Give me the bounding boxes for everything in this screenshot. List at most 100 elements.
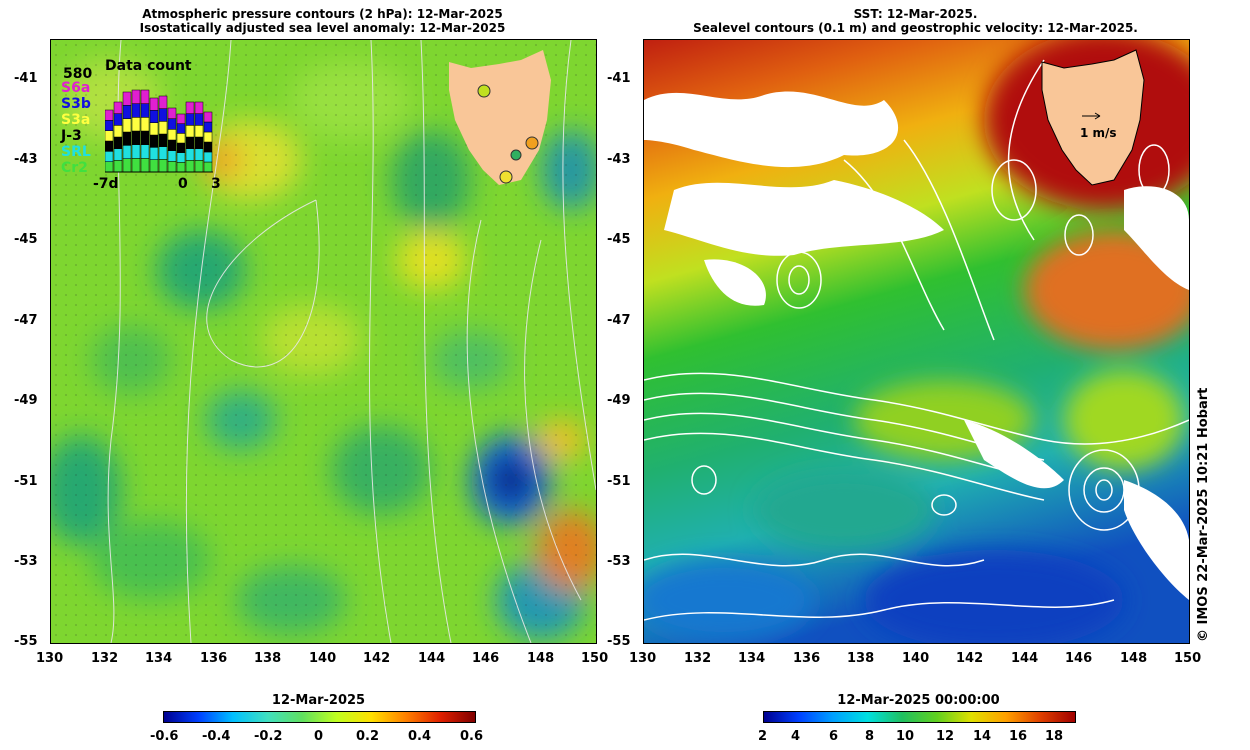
inset-bar-segment — [105, 151, 114, 162]
inset-bar-segment — [158, 108, 168, 122]
inset-bar-segment — [203, 111, 213, 123]
inset-bar-segment — [176, 152, 186, 163]
inset-bar-segment — [140, 144, 150, 159]
inset-bar-segment — [185, 136, 195, 149]
inset-bar-segment — [185, 125, 195, 138]
sst-cbar-tick-2: 6 — [829, 729, 839, 744]
inset-bar-segment — [131, 89, 141, 104]
left-title: Atmospheric pressure contours (2 hPa): 1… — [50, 7, 595, 35]
inset-bar-segment — [167, 118, 177, 130]
inset-bar-segment — [194, 101, 204, 114]
tasmania-land-sst — [1041, 49, 1145, 186]
inset-bar-segment — [176, 133, 186, 144]
inset-bar-segment — [194, 136, 204, 149]
right-title: SST: 12-Mar-2025. Sealevel contours (0.1… — [643, 7, 1188, 35]
inset-bar-segment — [194, 160, 204, 173]
inset-bar-segment — [105, 161, 114, 173]
sst-cbar-tick-6: 14 — [973, 729, 992, 744]
inset-bar-segment — [203, 121, 213, 133]
lon-tick-134: 134 — [145, 651, 173, 666]
inset-bar-segment — [203, 161, 213, 173]
inset-mission-cr2: Cr2 — [61, 160, 88, 176]
inset-bar-segment — [113, 101, 123, 114]
inset-bar-segment — [140, 158, 150, 173]
lon-tick-136: 136 — [200, 651, 228, 666]
inset-bar-segment — [203, 151, 213, 163]
inset-bar-segment — [194, 125, 204, 138]
inset-bar-segment — [185, 160, 195, 173]
lon-tick-130: 130 — [36, 651, 64, 666]
lon-tick-138: 138 — [254, 651, 282, 666]
lon-tick-150: 150 — [581, 651, 609, 666]
lon-tick-144-r: 144 — [1011, 651, 1039, 666]
inset-bar-segment — [167, 150, 177, 162]
sla-cbar-tick-2: -0.2 — [254, 729, 283, 744]
inset-bar-segment — [176, 123, 186, 134]
inset-bar-segment — [140, 117, 150, 132]
inset-bar-segment — [131, 158, 141, 173]
velocity-scale-label: 1 m/s — [1080, 126, 1117, 140]
lon-tick-148: 148 — [527, 651, 555, 666]
lon-tick-132-r: 132 — [684, 651, 712, 666]
inset-xlabel-start: -7d — [93, 176, 119, 192]
sla-cbar-tick-6: 0.6 — [460, 729, 484, 744]
inset-bar-segment — [105, 120, 114, 131]
inset-bar-segment — [167, 161, 177, 173]
inset-bar-segment — [158, 133, 168, 147]
lat-tick-43: -43 — [14, 152, 38, 167]
imos-credit: © IMOS 22-Mar-2025 10:21 Hobart — [1196, 387, 1211, 642]
inset-bar-segment — [167, 129, 177, 141]
inset-mission-srl: SRL — [61, 144, 91, 160]
lon-tick-140: 140 — [309, 651, 337, 666]
sst-cbar-tick-4: 10 — [896, 729, 915, 744]
inset-bar-segment — [185, 101, 195, 114]
lat-tick-49: -49 — [14, 393, 38, 408]
lat-tick-41: -41 — [14, 71, 38, 86]
lon-tick-142: 142 — [363, 651, 391, 666]
inset-bar-segment — [158, 159, 168, 173]
sst-colorbar — [763, 711, 1076, 723]
sla-cbar-tick-1: -0.4 — [202, 729, 231, 744]
left-title-line2: Isostatically adjusted sea level anomaly… — [139, 21, 506, 35]
lon-tick-146: 146 — [472, 651, 500, 666]
inset-mission-s3b: S3b — [61, 96, 91, 112]
inset-bar-segment — [149, 134, 159, 148]
inset-bar-segment — [122, 131, 132, 146]
lon-tick-132: 132 — [91, 651, 119, 666]
inset-bar-segment — [122, 158, 132, 173]
inset-title: Data count — [105, 58, 192, 74]
inset-bar-segment — [122, 91, 132, 106]
inset-bar-segment — [105, 130, 114, 142]
lat-tick-45: -45 — [14, 232, 38, 247]
inset-bar-segment — [149, 159, 159, 173]
inset-bar-segment — [149, 97, 159, 111]
inset-mission-j3: J-3 — [61, 128, 82, 144]
lon-tick-140-r: 140 — [902, 651, 930, 666]
lon-tick-146-r: 146 — [1065, 651, 1093, 666]
lat-tick-43-r: -43 — [607, 152, 631, 167]
inset-bar-segment — [122, 145, 132, 159]
inset-bar-segment — [140, 89, 150, 104]
lon-tick-138-r: 138 — [847, 651, 875, 666]
lon-tick-136-r: 136 — [793, 651, 821, 666]
inset-bar-segment — [113, 125, 123, 138]
inset-bar-segment — [113, 148, 123, 161]
sst-cbar-tick-0: 2 — [758, 729, 768, 744]
inset-bar-segment — [105, 109, 114, 121]
inset-mission-s3a: S3a — [61, 112, 91, 128]
inset-bar-segment — [158, 121, 168, 135]
left-title-line1: Atmospheric pressure contours (2 hPa): 1… — [142, 7, 503, 21]
inset-bar-chart — [105, 89, 213, 173]
inset-bar-segment — [167, 139, 177, 151]
sla-colorbar — [163, 711, 476, 723]
inset-bar-segment — [185, 113, 195, 126]
lat-tick-53: -53 — [14, 554, 38, 569]
inset-bar-segment — [113, 113, 123, 126]
sst-map-field — [644, 40, 1189, 643]
inset-mission-s6a: S6a — [61, 80, 91, 96]
lon-tick-148-r: 148 — [1120, 651, 1148, 666]
lon-tick-142-r: 142 — [956, 651, 984, 666]
lon-tick-150-r: 150 — [1174, 651, 1202, 666]
lon-tick-130-r: 130 — [629, 651, 657, 666]
inset-bar-segment — [149, 122, 159, 136]
